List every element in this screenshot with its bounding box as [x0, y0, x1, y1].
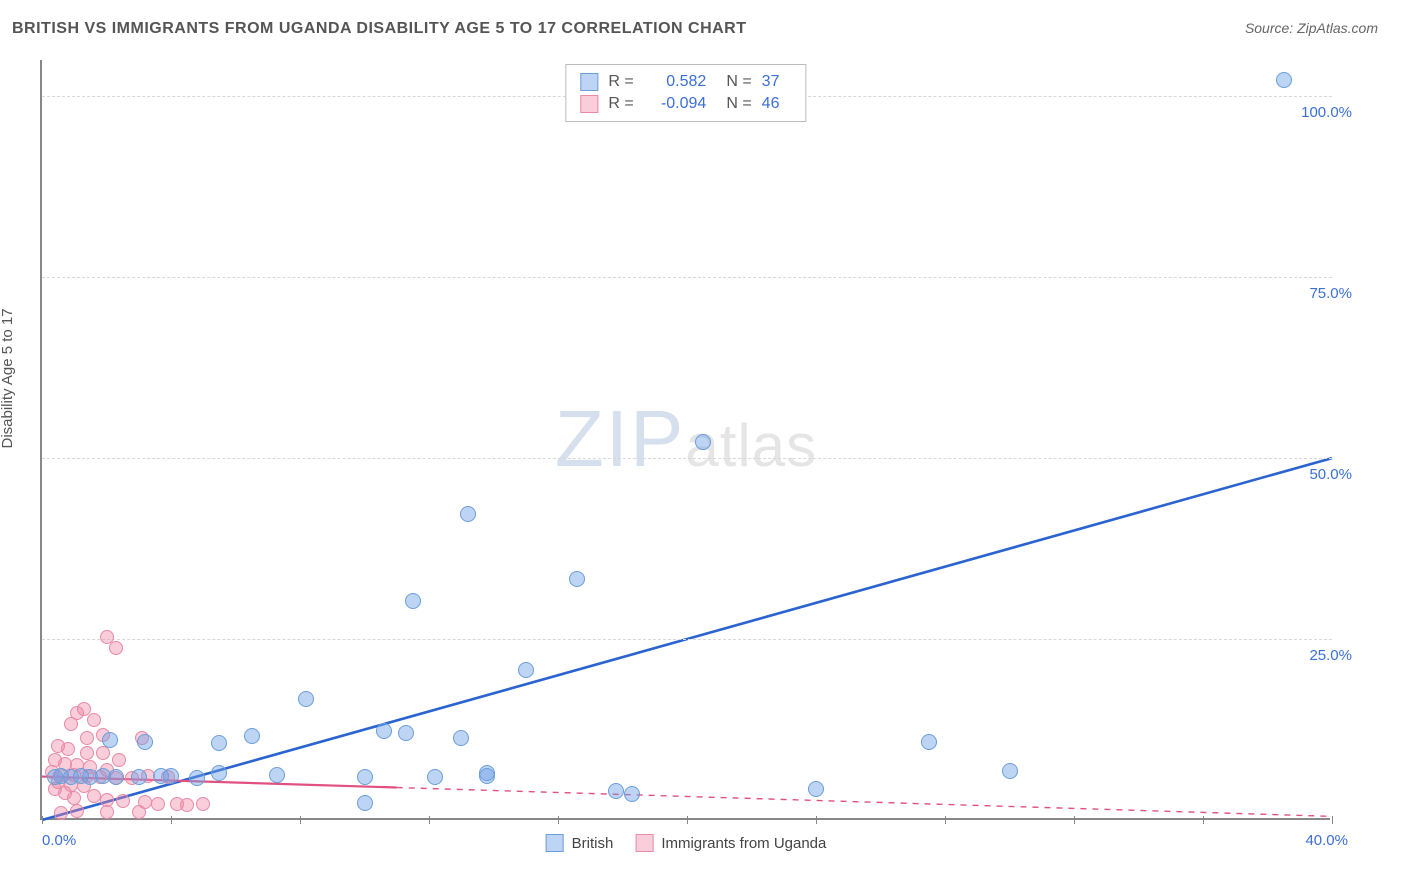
data-point-british [211, 765, 227, 781]
r-label: R = [608, 95, 636, 113]
data-point-uganda [100, 805, 114, 819]
y-axis-label: Disability Age 5 to 17 [0, 308, 16, 448]
data-point-uganda [64, 717, 78, 731]
data-point-uganda [80, 731, 94, 745]
x-tick [42, 816, 43, 824]
correlation-legend: R = 0.582 N = 37 R = -0.094 N = 46 [565, 64, 806, 122]
data-point-british [921, 734, 937, 750]
data-point-british [624, 786, 640, 802]
data-point-uganda [116, 794, 130, 808]
gridline [42, 639, 1332, 640]
r-label: R = [608, 73, 636, 91]
data-point-british [376, 723, 392, 739]
data-point-british [47, 769, 63, 785]
y-tick-label: 25.0% [1292, 647, 1352, 664]
data-point-uganda [151, 797, 165, 811]
x-tick-label: 0.0% [42, 832, 76, 849]
data-point-uganda [87, 789, 101, 803]
x-tick [816, 816, 817, 824]
data-point-uganda [112, 753, 126, 767]
data-point-uganda [80, 746, 94, 760]
x-tick [429, 816, 430, 824]
data-point-uganda [87, 713, 101, 727]
r-value-uganda: -0.094 [646, 95, 706, 113]
data-point-uganda [67, 791, 81, 805]
data-point-british [460, 506, 476, 522]
data-point-british [269, 767, 285, 783]
x-tick [171, 816, 172, 824]
data-point-british [1276, 72, 1292, 88]
data-point-british [453, 730, 469, 746]
data-point-uganda [70, 804, 84, 818]
data-point-uganda [132, 805, 146, 819]
data-point-uganda [96, 746, 110, 760]
data-point-british [1002, 763, 1018, 779]
data-point-british [518, 662, 534, 678]
n-label: N = [726, 73, 751, 91]
x-tick [687, 816, 688, 824]
x-tick [300, 816, 301, 824]
data-point-british [137, 734, 153, 750]
series-legend: British Immigrants from Uganda [546, 834, 827, 852]
data-point-british [398, 725, 414, 741]
x-tick [1332, 816, 1333, 824]
legend-item-british: British [546, 834, 614, 852]
x-tick [1074, 816, 1075, 824]
data-point-uganda [180, 798, 194, 812]
y-tick-label: 100.0% [1292, 104, 1352, 121]
data-point-uganda [109, 641, 123, 655]
data-point-british [153, 768, 169, 784]
data-point-british [405, 593, 421, 609]
legend-item-uganda: Immigrants from Uganda [635, 834, 826, 852]
data-point-uganda [54, 806, 68, 820]
data-point-uganda [196, 797, 210, 811]
legend-label-british: British [572, 835, 614, 852]
data-point-british [102, 732, 118, 748]
data-point-british [131, 769, 147, 785]
correlation-row-british: R = 0.582 N = 37 [580, 71, 791, 93]
correlation-row-uganda: R = -0.094 N = 46 [580, 93, 791, 115]
data-point-british [808, 781, 824, 797]
y-tick-label: 75.0% [1292, 285, 1352, 302]
swatch-british [580, 73, 598, 91]
swatch-uganda [580, 95, 598, 113]
swatch-british [546, 834, 564, 852]
data-point-british [211, 735, 227, 751]
x-tick [1203, 816, 1204, 824]
n-value-british: 37 [762, 73, 792, 91]
gridline [42, 277, 1332, 278]
data-point-british [357, 769, 373, 785]
data-point-british [569, 571, 585, 587]
data-point-british [357, 795, 373, 811]
x-tick-label: 40.0% [1305, 832, 1348, 849]
swatch-uganda [635, 834, 653, 852]
chart-title: BRITISH VS IMMIGRANTS FROM UGANDA DISABI… [12, 20, 747, 38]
plot-area: ZIPatlas R = 0.582 N = 37 R = -0.094 N =… [40, 60, 1330, 820]
gridline [42, 458, 1332, 459]
trend-line [397, 788, 1332, 817]
data-point-british [695, 434, 711, 450]
data-point-british [244, 728, 260, 744]
r-value-british: 0.582 [646, 73, 706, 91]
trend-lines [42, 60, 1332, 820]
chart-container: Disability Age 5 to 17 ZIPatlas R = 0.58… [40, 60, 1380, 850]
data-point-british [608, 783, 624, 799]
data-point-british [427, 769, 443, 785]
n-value-uganda: 46 [762, 95, 792, 113]
data-point-uganda [61, 742, 75, 756]
legend-label-uganda: Immigrants from Uganda [661, 835, 826, 852]
x-tick [945, 816, 946, 824]
source-credit: Source: ZipAtlas.com [1245, 20, 1378, 36]
data-point-british [189, 770, 205, 786]
data-point-british [298, 691, 314, 707]
n-label: N = [726, 95, 751, 113]
x-tick [558, 816, 559, 824]
data-point-british [479, 765, 495, 781]
y-tick-label: 50.0% [1292, 466, 1352, 483]
